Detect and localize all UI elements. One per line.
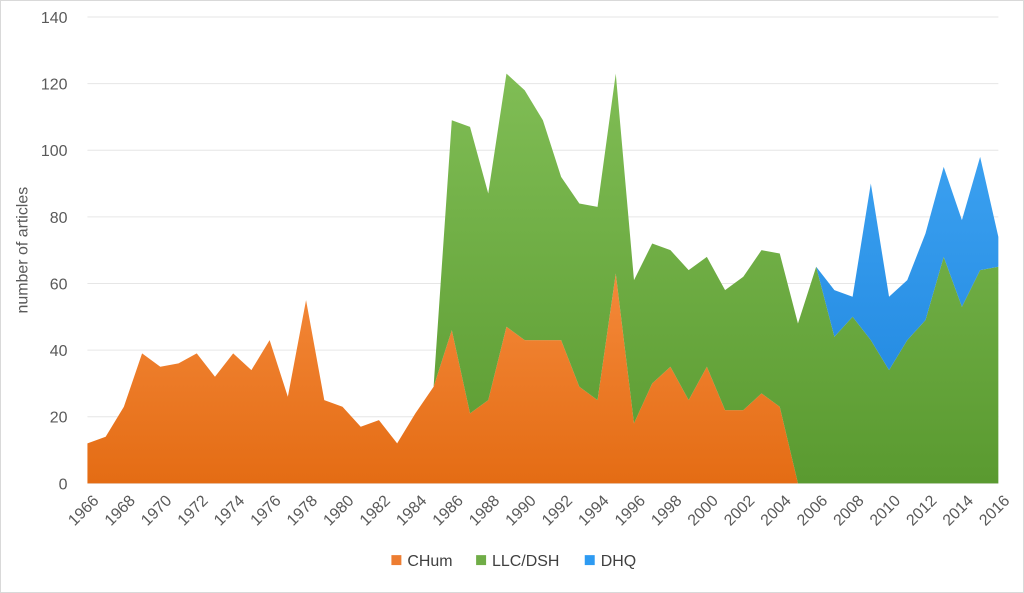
y-tick-label: 20 <box>50 410 68 427</box>
x-tick-label: 1976 <box>248 492 285 529</box>
x-tick-label: 1982 <box>357 492 394 529</box>
y-tick-label: 140 <box>41 10 68 27</box>
series-area-chum <box>87 273 999 484</box>
x-tick-label: 1974 <box>211 492 248 529</box>
x-tick-label: 2012 <box>903 492 940 529</box>
y-axis-label: number of articles <box>15 187 32 314</box>
x-tick-label: 1986 <box>430 492 467 529</box>
x-tick-label: 1992 <box>539 492 576 529</box>
x-tick-label: 1990 <box>503 492 540 529</box>
legend-swatch <box>391 555 402 566</box>
x-tick-label: 2006 <box>794 492 831 529</box>
legend: CHum LLC/DSH DHQ <box>391 553 636 570</box>
x-tick-label: 1972 <box>175 492 212 529</box>
y-tick-label: 80 <box>50 210 68 227</box>
y-tick-label: 40 <box>50 343 68 360</box>
y-tick-label: 0 <box>59 476 68 493</box>
legend-swatch <box>476 555 487 566</box>
x-tick-label: 1978 <box>284 492 321 529</box>
x-tick-label: 2008 <box>831 492 868 529</box>
legend-label: LLC/DSH <box>492 553 559 570</box>
x-tick-label: 2002 <box>721 492 758 529</box>
x-tick-label: 1984 <box>393 492 430 529</box>
series-area-llc-dsh <box>87 73 999 484</box>
x-axis: 1966 1968 1970 1972 1974 1976 1978 1980 1982 1984… <box>65 492 1013 529</box>
legend-label: DHQ <box>601 553 636 570</box>
legend-label: CHum <box>407 553 452 570</box>
y-tick-label: 100 <box>41 143 68 160</box>
x-tick-label: 2014 <box>940 492 977 529</box>
x-tick-label: 2000 <box>685 492 722 529</box>
y-tick-label: 60 <box>50 276 68 293</box>
x-tick-label: 1970 <box>138 492 175 529</box>
x-tick-label: 2016 <box>976 492 1013 529</box>
legend-swatch <box>584 555 595 566</box>
x-tick-label: 2010 <box>867 492 904 529</box>
x-tick-label: 1998 <box>648 492 685 529</box>
x-tick-label: 1994 <box>575 492 612 529</box>
x-tick-label: 1980 <box>320 492 357 529</box>
x-tick-label: 1996 <box>612 492 649 529</box>
y-axis: 0 20 40 60 80 100 120 140 <box>41 10 68 493</box>
y-tick-label: 120 <box>41 77 68 94</box>
x-tick-label: 1988 <box>466 492 503 529</box>
plot-area <box>87 73 999 484</box>
x-tick-label: 2004 <box>758 492 795 529</box>
x-tick-label: 1966 <box>65 492 102 529</box>
x-tick-label: 1968 <box>102 492 139 529</box>
